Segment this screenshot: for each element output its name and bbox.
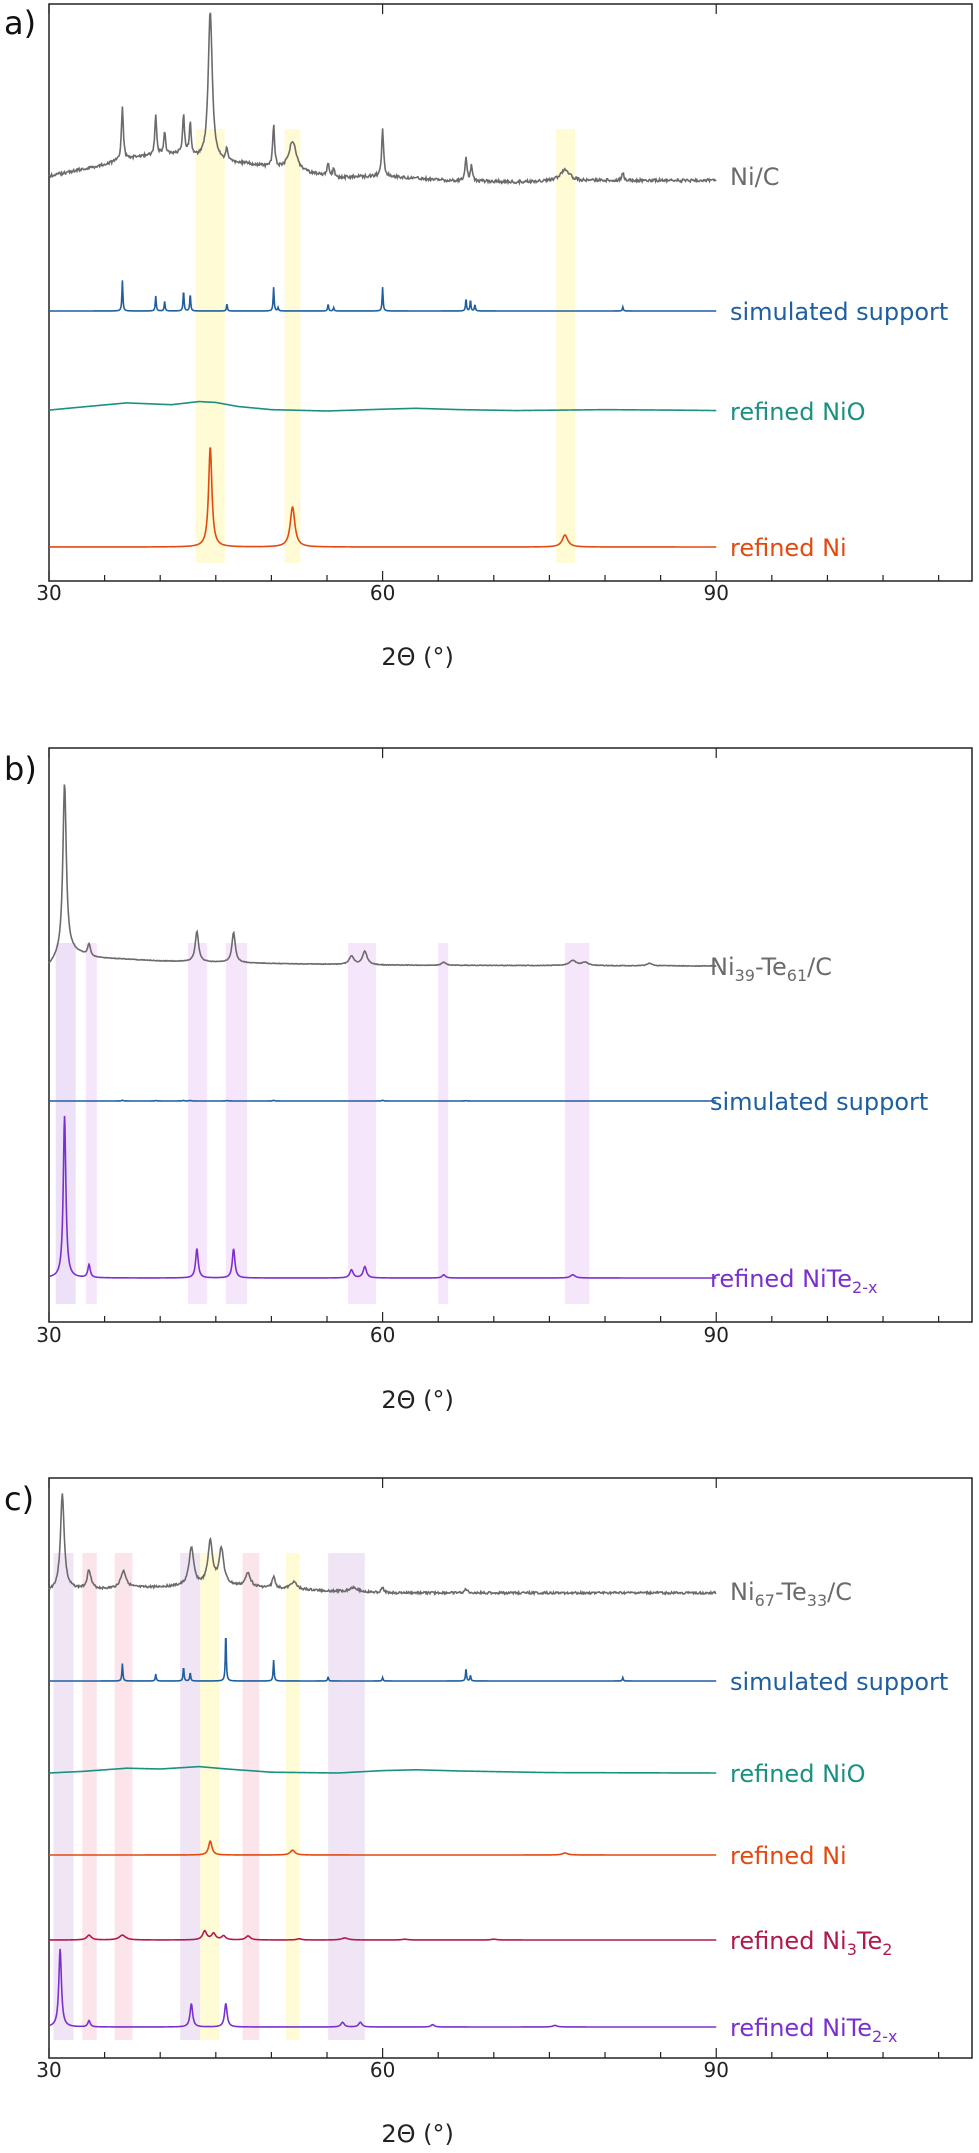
series-line — [48, 784, 717, 968]
highlight-band — [285, 1553, 300, 2040]
series-line — [48, 1493, 717, 1597]
x-axis-title: 2Θ (°) — [381, 1386, 454, 1414]
x-axis-title: 2Θ (°) — [381, 2120, 454, 2148]
series-line — [48, 12, 717, 187]
highlight-band — [53, 1553, 74, 2040]
highlight-band — [328, 1553, 365, 2040]
x-tick-label: 90 — [704, 581, 729, 605]
series-label: simulated support — [710, 1088, 928, 1116]
highlight-band — [55, 943, 76, 1304]
highlight-band — [225, 943, 247, 1304]
highlight-band — [242, 1553, 260, 2040]
series-line — [49, 447, 717, 548]
series-line — [49, 1929, 717, 1941]
series-label: refined NiTe2-x — [730, 2014, 897, 2046]
highlight-band — [284, 129, 301, 563]
x-tick-label: 90 — [704, 2058, 729, 2082]
highlight-band — [556, 129, 575, 563]
highlight-band — [195, 129, 225, 563]
series-label: simulated support — [730, 298, 948, 326]
series-line — [49, 1637, 717, 1682]
panel-label: b) — [4, 750, 37, 788]
highlight-band — [180, 1553, 201, 2040]
highlight-band — [200, 1553, 220, 2040]
plot-frame — [48, 747, 973, 1323]
plot-frame — [48, 1477, 973, 2059]
panel-a: 30 60 90 2Θ (°) a) Ni/C simulated support refin… — [4, 3, 973, 671]
series-label: refined NiTe2-x — [710, 1265, 877, 1297]
series-line — [49, 1099, 717, 1102]
highlight-band — [564, 943, 590, 1304]
highlight-band — [85, 943, 97, 1304]
series-label: simulated support — [730, 1668, 948, 1696]
series-label: refined Ni — [730, 534, 847, 562]
x-tick-label: 60 — [370, 581, 395, 605]
x-axis-title: 2Θ (°) — [381, 643, 454, 671]
x-tick-label: 60 — [370, 1323, 395, 1347]
series-label: refined Ni — [730, 1842, 847, 1870]
panel-c: 30 60 90 2Θ (°) c) Ni67-Te33/C simulated suppo… — [4, 1477, 973, 2148]
panel-label: c) — [4, 1480, 34, 1518]
panel-b: 30 60 90 2Θ (°) b) Ni39-Te61/C simulated suppo… — [4, 747, 973, 1414]
highlight-band — [114, 1553, 133, 2040]
x-tick-label: 90 — [704, 1323, 729, 1347]
highlight-band — [348, 943, 376, 1304]
series-line — [48, 1765, 717, 1774]
series-label: Ni67-Te33/C — [730, 1578, 852, 1610]
series-line — [48, 1115, 717, 1279]
highlight-band — [82, 1553, 97, 2040]
series-label: refined Ni3Te2 — [730, 1927, 892, 1959]
series-line — [48, 1948, 717, 2028]
plot-frame — [48, 3, 973, 582]
highlight-band — [438, 943, 449, 1304]
series-label: Ni39-Te61/C — [710, 953, 832, 985]
x-tick-label: 30 — [36, 581, 61, 605]
series-label: refined NiO — [730, 398, 866, 426]
x-tick-label: 30 — [36, 2058, 61, 2082]
series-line — [49, 280, 717, 312]
series-line — [48, 400, 717, 412]
series-label: refined NiO — [730, 1760, 866, 1788]
series-line — [49, 1840, 717, 1856]
panel-label: a) — [4, 4, 36, 42]
x-tick-label: 30 — [36, 1323, 61, 1347]
x-tick-label: 60 — [370, 2058, 395, 2082]
series-label: Ni/C — [730, 163, 779, 191]
highlight-band — [188, 943, 207, 1304]
